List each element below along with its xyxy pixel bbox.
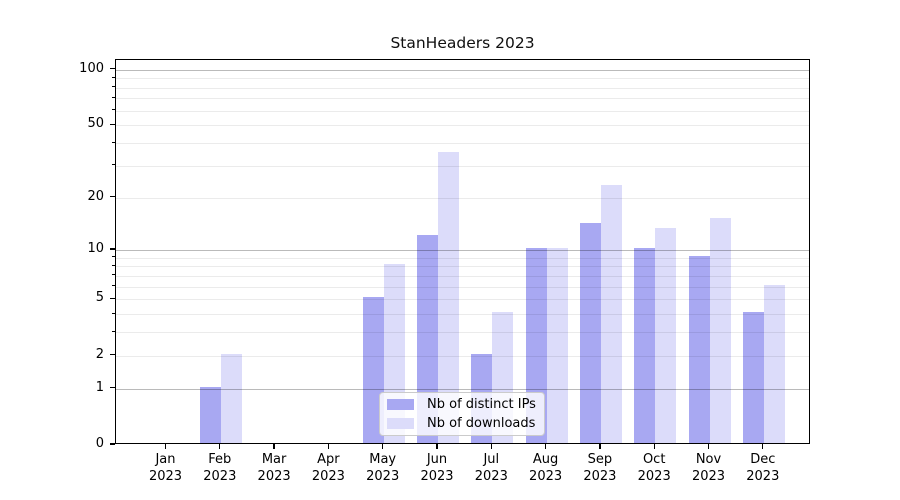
x-tick-sep <box>599 444 601 449</box>
legend-label-downloads: Nb of downloads <box>427 416 536 431</box>
y-minor-tick-60 <box>112 109 115 111</box>
gridline-y-70 <box>116 98 809 100</box>
x-tick-label-may: May 2023 <box>366 452 400 484</box>
y-minor-tick-80 <box>112 86 115 88</box>
bar-may-ips <box>362 297 384 443</box>
chart-title: StanHeaders 2023 <box>390 34 535 52</box>
y-tick-label-100: 100 <box>79 60 104 76</box>
gridline-y-5 <box>116 299 809 301</box>
gridline-y-8 <box>116 266 809 268</box>
x-tick-label-aug: Aug 2023 <box>529 452 563 484</box>
plot-area: Nb of distinct IPs Nb of downloads <box>115 59 810 444</box>
x-tick-label-dec: Dec 2023 <box>746 452 780 484</box>
y-tick-20 <box>110 195 115 198</box>
x-tick-jan <box>164 444 167 449</box>
y-tick-10 <box>110 248 115 250</box>
x-tick-dec <box>762 444 764 449</box>
y-tick-label-5: 5 <box>95 290 104 306</box>
bar-feb-ips <box>199 386 221 443</box>
gridline-y-80 <box>116 87 809 89</box>
x-tick-jun <box>436 444 438 449</box>
x-tick-aug <box>544 444 547 449</box>
bar-dec-downloads <box>763 284 785 443</box>
gridline-y-20 <box>116 197 809 199</box>
bar-jun-ips <box>417 234 438 443</box>
x-tick-label-nov: Nov 2023 <box>691 452 726 484</box>
y-minor-tick-6 <box>112 285 115 287</box>
x-tick-label-apr: Apr 2023 <box>311 452 345 484</box>
x-tick-label-jul: Jul 2023 <box>474 452 508 484</box>
y-tick-label-50: 50 <box>87 116 104 132</box>
bar-oct-ips <box>634 248 656 443</box>
y-minor-tick-90 <box>112 76 115 78</box>
x-tick-label-jan: Jan 2023 <box>148 452 183 484</box>
x-tick-may <box>382 444 384 449</box>
x-tick-apr <box>327 444 330 449</box>
y-minor-tick-7 <box>112 274 115 276</box>
bar-sep-downloads <box>600 184 622 443</box>
y-tick-50 <box>110 123 115 126</box>
y-minor-tick-8 <box>112 264 115 266</box>
x-tick-nov <box>707 444 710 449</box>
gridline-y-1 <box>116 388 809 390</box>
legend-label-distinct-ips: Nb of distinct IPs <box>427 397 536 412</box>
gridline-y-10 <box>116 250 809 252</box>
y-tick-label-20: 20 <box>87 188 104 204</box>
y-tick-100 <box>110 68 115 70</box>
bar-aug-downloads <box>546 248 568 443</box>
gridline-y-90 <box>116 78 809 80</box>
y-tick-label-2: 2 <box>95 346 104 362</box>
gridline-y-30 <box>116 165 809 167</box>
x-tick-mar <box>273 444 275 449</box>
y-minor-tick-40 <box>112 141 115 143</box>
y-tick-label-0: 0 <box>95 436 104 451</box>
bar-feb-downloads <box>220 353 242 443</box>
y-tick-2 <box>110 354 115 356</box>
gridline-y-6 <box>116 286 809 288</box>
y-minor-tick-3 <box>112 330 115 332</box>
y-minor-tick-9 <box>112 256 115 258</box>
bar-dec-ips <box>742 312 764 443</box>
legend-item-downloads: Nb of downloads <box>380 415 544 432</box>
x-tick-oct <box>653 444 655 449</box>
bar-jun-downloads <box>438 151 459 443</box>
gridline-y-4 <box>116 314 809 316</box>
gridline-y-60 <box>116 110 809 112</box>
legend-swatch-distinct-ips <box>387 399 414 410</box>
x-tick-label-mar: Mar 2023 <box>257 452 291 484</box>
gridline-y-9 <box>116 257 809 259</box>
y-tick-0 <box>110 443 115 445</box>
x-tick-label-oct: Oct 2023 <box>637 452 671 484</box>
y-minor-tick-4 <box>112 312 115 314</box>
gridline-y-100 <box>116 69 809 71</box>
y-minor-tick-30 <box>112 164 115 166</box>
gridline-y-2 <box>116 355 809 357</box>
y-tick-label-10: 10 <box>87 241 104 257</box>
x-tick-jul <box>490 444 492 449</box>
gridline-y-40 <box>116 143 809 145</box>
bar-nov-ips <box>688 255 710 443</box>
bar-nov-downloads <box>709 217 731 443</box>
y-tick-5 <box>110 297 115 299</box>
gridline-y-3 <box>116 332 809 334</box>
legend-item-distinct-ips: Nb of distinct IPs <box>380 396 544 413</box>
x-tick-label-sep: Sep 2023 <box>583 452 617 484</box>
gridline-y-50 <box>116 125 809 127</box>
grid-layer <box>116 60 809 443</box>
y-tick-1 <box>110 387 115 389</box>
x-tick-label-feb: Feb 2023 <box>203 452 237 484</box>
y-tick-label-1: 1 <box>95 379 104 395</box>
x-tick-label-jun: Jun 2023 <box>420 452 454 484</box>
bar-oct-downloads <box>655 228 677 443</box>
y-minor-tick-70 <box>112 96 115 98</box>
legend-swatch-downloads <box>387 418 414 429</box>
bar-sep-ips <box>579 222 601 443</box>
gridline-y-7 <box>116 275 809 277</box>
legend: Nb of distinct IPs Nb of downloads <box>379 392 545 436</box>
x-tick-feb <box>219 444 221 449</box>
